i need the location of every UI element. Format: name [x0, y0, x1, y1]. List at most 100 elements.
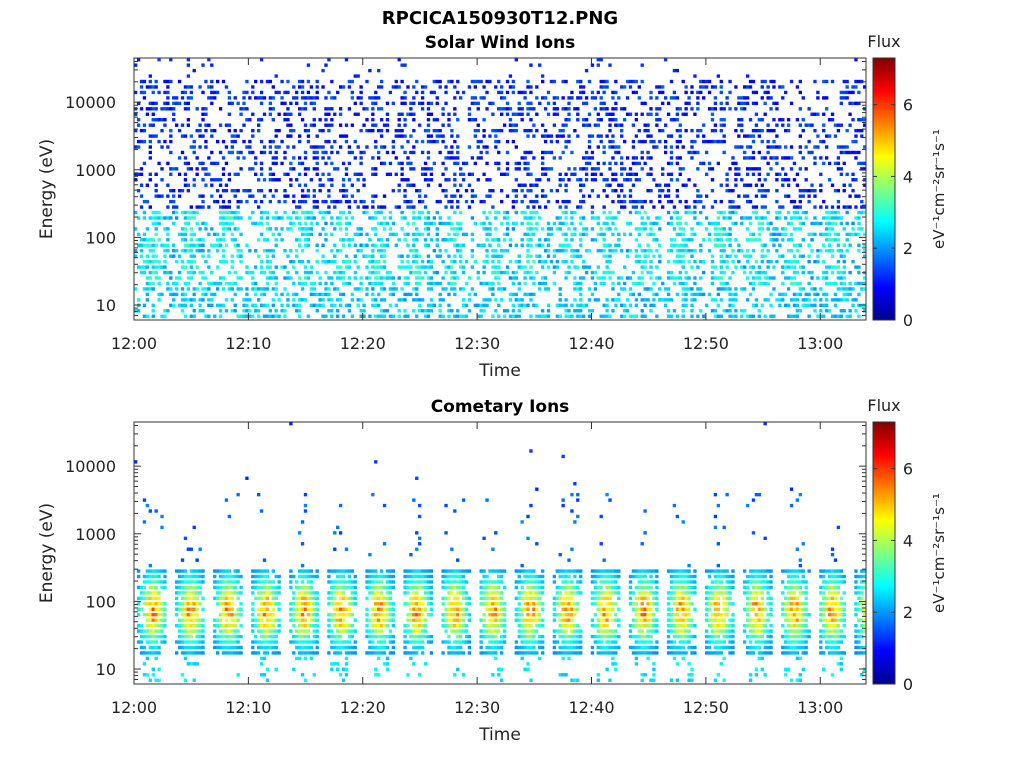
- spectrogram-cell: [315, 303, 319, 308]
- spectrogram-cell: [400, 79, 404, 84]
- spectrogram-cell: [198, 547, 202, 551]
- spectrogram-cell: [538, 243, 542, 247]
- spectrogram-cell: [784, 276, 788, 280]
- spectrogram-cell: [251, 210, 255, 215]
- spectrogram-cell: [494, 139, 498, 144]
- spectrogram-cell: [400, 128, 404, 133]
- spectrogram-cell: [136, 596, 141, 601]
- spectrogram-cell: [634, 161, 639, 166]
- spectrogram-cell: [505, 216, 510, 220]
- spectrogram-cell: [224, 243, 229, 247]
- spectrogram-cell: [751, 276, 756, 280]
- spectrogram-cell: [725, 172, 729, 177]
- spectrogram-cell: [786, 123, 791, 127]
- spectrogram-cell: [573, 128, 577, 133]
- spectrogram-cell: [461, 178, 466, 182]
- spectrogram-cell: [502, 287, 507, 291]
- spectrogram-cell: [385, 221, 390, 226]
- spectrogram-cell: [842, 205, 846, 209]
- spectrogram-cell: [174, 276, 179, 280]
- spectrogram-cell: [655, 249, 659, 253]
- spectrogram-cell: [540, 96, 545, 100]
- spectrogram-cell: [183, 178, 188, 182]
- spectrogram-cell: [324, 150, 328, 155]
- spectrogram-cell: [500, 128, 504, 133]
- spectrogram-cell: [725, 183, 729, 187]
- spectrogram-cell: [769, 292, 773, 297]
- spectrogram-cell: [719, 139, 723, 144]
- spectrogram-cell: [186, 276, 191, 280]
- spectrogram-cell: [172, 101, 176, 106]
- spectrogram-cell: [590, 189, 595, 193]
- spectrogram-cell: [631, 123, 636, 127]
- spectrogram-cell: [549, 259, 554, 264]
- spectrogram-cell: [781, 292, 785, 297]
- spectrogram-cell: [754, 183, 759, 187]
- spectrogram-cell: [784, 90, 788, 95]
- spectrogram-cell: [502, 238, 507, 242]
- spectrogram-cell: [265, 303, 270, 308]
- spectrogram-cell: [233, 134, 237, 138]
- spectrogram-cell: [494, 254, 498, 258]
- spectrogram-cell: [696, 194, 700, 198]
- spectrogram-cell: [306, 189, 311, 193]
- spectrogram-cell: [300, 96, 305, 100]
- spectrogram-cell: [502, 249, 507, 253]
- spectrogram-cell: [631, 156, 636, 160]
- spectrogram-cell: [558, 205, 562, 209]
- spectrogram-cell: [192, 618, 196, 622]
- spectrogram-cell: [148, 602, 152, 606]
- spectrogram-cell: [675, 254, 680, 258]
- spectrogram-cell: [379, 221, 384, 226]
- spectrogram-cell: [848, 243, 852, 247]
- spectrogram-cell: [262, 602, 267, 606]
- spectrogram-cell: [748, 232, 753, 237]
- spectrogram-cell: [148, 569, 152, 573]
- spectrogram-cell: [608, 270, 612, 275]
- spectrogram-cell: [748, 199, 753, 204]
- spectrogram-cell: [836, 123, 841, 127]
- spectrogram-cell: [359, 249, 363, 253]
- spectrogram-cell: [391, 292, 395, 297]
- spectrogram-cell: [807, 303, 811, 308]
- spectrogram-cell: [637, 243, 641, 247]
- spectrogram-cell: [183, 232, 188, 237]
- spectrogram-cell: [283, 90, 287, 95]
- spectrogram-cell: [842, 259, 846, 264]
- spectrogram-cell: [356, 249, 360, 253]
- spectrogram-cell: [415, 139, 419, 144]
- spectrogram-cell: [655, 96, 659, 100]
- spectrogram-cell: [183, 629, 188, 633]
- spectrogram-cell: [183, 85, 188, 89]
- spectrogram-cell: [403, 189, 407, 193]
- spectrogram-cell: [745, 85, 750, 89]
- spectrogram-cell: [330, 123, 334, 127]
- spectrogram-cell: [819, 309, 823, 313]
- spectrogram-cell: [526, 107, 530, 111]
- spectrogram-cell: [192, 183, 196, 187]
- spectrogram-cell: [136, 216, 141, 220]
- spectrogram-cell: [538, 205, 542, 209]
- spectrogram-cell: [312, 281, 316, 286]
- spectrogram-cell: [713, 238, 718, 242]
- spectrogram-cell: [602, 243, 606, 247]
- spectrogram-cell: [529, 270, 533, 275]
- spectrogram-cells: [134, 58, 867, 318]
- spectrogram-cell: [740, 123, 744, 127]
- spectrogram-cell: [213, 580, 217, 584]
- spectrogram-cell: [482, 128, 486, 133]
- spectrogram-cell: [543, 96, 548, 100]
- spectrogram-cell: [274, 216, 278, 220]
- spectrogram-cell: [716, 210, 720, 215]
- spectrogram-cell: [251, 640, 255, 644]
- spectrogram-cell: [327, 292, 331, 297]
- spectrogram-cell: [233, 210, 237, 215]
- spectrogram-cell: [391, 139, 395, 144]
- spectrogram-cell: [177, 569, 182, 573]
- spectrogram-cell: [283, 150, 287, 155]
- spectrogram-cell: [157, 591, 161, 595]
- spectrogram-cell: [666, 134, 671, 138]
- spectrogram-cell: [233, 309, 237, 313]
- spectrogram-cell: [851, 139, 855, 144]
- spectrogram-cell: [344, 123, 349, 127]
